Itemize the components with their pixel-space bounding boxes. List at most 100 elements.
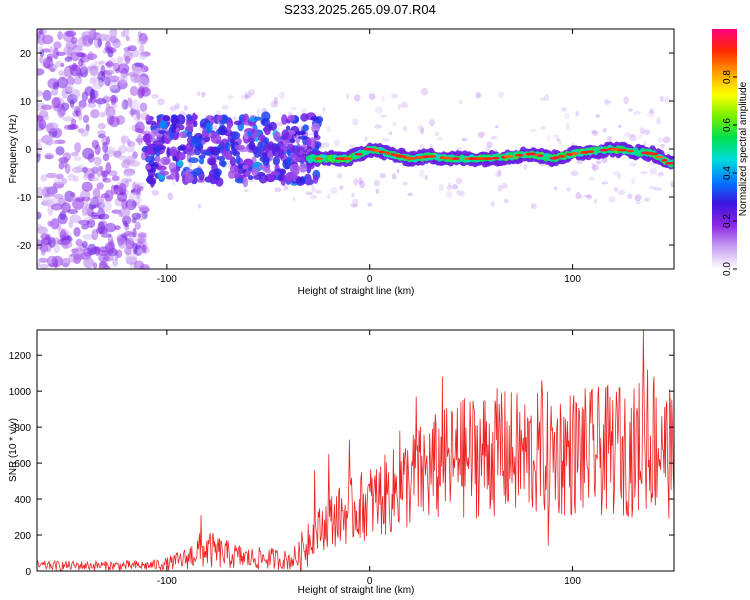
spectrogram-cell [158, 130, 167, 135]
spectrogram-cell [352, 198, 359, 207]
spectrogram-cell [123, 171, 134, 178]
spectrogram-cell [438, 184, 444, 192]
spectrogram-cell [127, 98, 133, 108]
spectrogram-cell [102, 141, 109, 153]
spectrogram-cell [100, 193, 110, 199]
spectrogram-cell [37, 211, 42, 220]
spectrogram-cell [337, 173, 343, 179]
spectrogram-cell [93, 156, 102, 166]
spectrogram-cell [224, 149, 233, 161]
spectrogram-cell [102, 153, 110, 162]
spectrogram-cell [311, 184, 316, 193]
spectrogram-cell [38, 257, 49, 263]
spectrogram-cell [649, 108, 654, 115]
spectrogram-cell [120, 31, 125, 38]
y-tick-label: 0 [25, 145, 31, 156]
spectrogram-cell [62, 116, 74, 122]
spectrogram-cell [333, 139, 340, 147]
spectrogram-cell [497, 169, 502, 177]
spectrogram-cell [139, 102, 148, 112]
spectrogram-cell [38, 46, 44, 53]
spectrogram-image [37, 29, 674, 269]
spectrogram-cell [114, 225, 121, 231]
colorbar-tick-label: 0.8 [722, 70, 733, 84]
spectrogram-cell [295, 133, 301, 145]
spectrogram-cell [170, 114, 178, 126]
spectrogram-cell [80, 129, 89, 137]
spectrogram-cell [130, 107, 135, 118]
spectrogram-cell [352, 118, 359, 126]
spectrogram-cell [655, 155, 664, 159]
spectrogram-cell [233, 120, 242, 126]
spectrogram-cell [87, 243, 97, 256]
spectrogram-cell [46, 122, 59, 132]
spectrogram-cell [406, 157, 417, 160]
spectrogram-cell [71, 89, 81, 99]
spectrogram-cell [81, 34, 90, 41]
spectrogram-cell [258, 164, 266, 170]
spectrogram-cell [124, 223, 129, 228]
spectrogram-cell [112, 258, 118, 267]
spectrogram-cell [102, 171, 107, 182]
spectrogram-cell [649, 152, 659, 156]
spectrogram-cell [117, 63, 130, 74]
spectrogram-cell [109, 94, 118, 103]
spectrogram-cell [298, 135, 309, 140]
spectrogram-cell [114, 184, 119, 189]
spectrogram-cell [92, 188, 101, 199]
spectrogram-cell [37, 90, 44, 97]
spectrogram-cell [286, 149, 291, 156]
spectrogram-cell [503, 155, 514, 158]
spectrogram-cell [55, 60, 62, 68]
spectrogram-cell [591, 164, 600, 171]
spectrogram-cell [384, 151, 391, 155]
spectrogram-cell [343, 157, 353, 161]
spectrogram-cell [285, 125, 291, 131]
spectrogram-cell [87, 102, 97, 108]
spectrogram-cell [491, 156, 500, 160]
spectrogram-cell [131, 212, 142, 220]
spectrogram-cell [475, 92, 482, 99]
spectrogram-cell [125, 256, 138, 262]
spectrogram-cell [216, 114, 223, 121]
spectrogram-cell [224, 141, 231, 152]
spectrogram-cell [81, 240, 88, 249]
spectrogram-cell [359, 180, 365, 189]
spectrogram-cell [312, 174, 319, 184]
spectrogram-cell [557, 155, 566, 158]
spectrogram-cell [57, 70, 66, 76]
spectrogram-cell [134, 62, 145, 68]
spectrogram-cell [62, 152, 72, 161]
spectrogram-cell [229, 156, 236, 167]
spectrogram-cell [305, 191, 313, 196]
spectrogram-cell [497, 184, 503, 192]
spectrogram-cell [392, 122, 397, 127]
spectrogram-cell [617, 148, 627, 152]
spectrogram-cell [91, 212, 98, 217]
y-tick-label: 400 [14, 495, 31, 506]
spectrogram-cell [108, 116, 120, 128]
spectrogram-cell [643, 141, 647, 147]
spectrogram-cell [256, 108, 261, 117]
spectrogram-cell [627, 193, 633, 199]
spectrogram-cell [128, 192, 137, 201]
spectrogram-cell [167, 192, 172, 199]
spectrogram-cell [174, 105, 180, 110]
spectrogram-cell [628, 133, 636, 138]
spectrogram-cell [198, 154, 206, 160]
spectrogram-cell [125, 198, 137, 211]
spectrogram-cell [659, 95, 664, 103]
spectrogram-cell [588, 176, 595, 181]
spectrogram-cell [207, 173, 214, 180]
spectrogram-cell [644, 197, 650, 202]
spectrogram-cell [117, 237, 124, 247]
spectrogram-cell [92, 79, 104, 90]
spectrogram-cell [187, 116, 194, 122]
spectrogram-cell [295, 176, 305, 186]
spectrogram-cell [446, 185, 453, 191]
spectrogram-cell [503, 198, 509, 204]
spectrogram-cell [242, 176, 249, 188]
spectrogram-cell [628, 108, 633, 112]
spectrogram-cell [247, 175, 254, 181]
